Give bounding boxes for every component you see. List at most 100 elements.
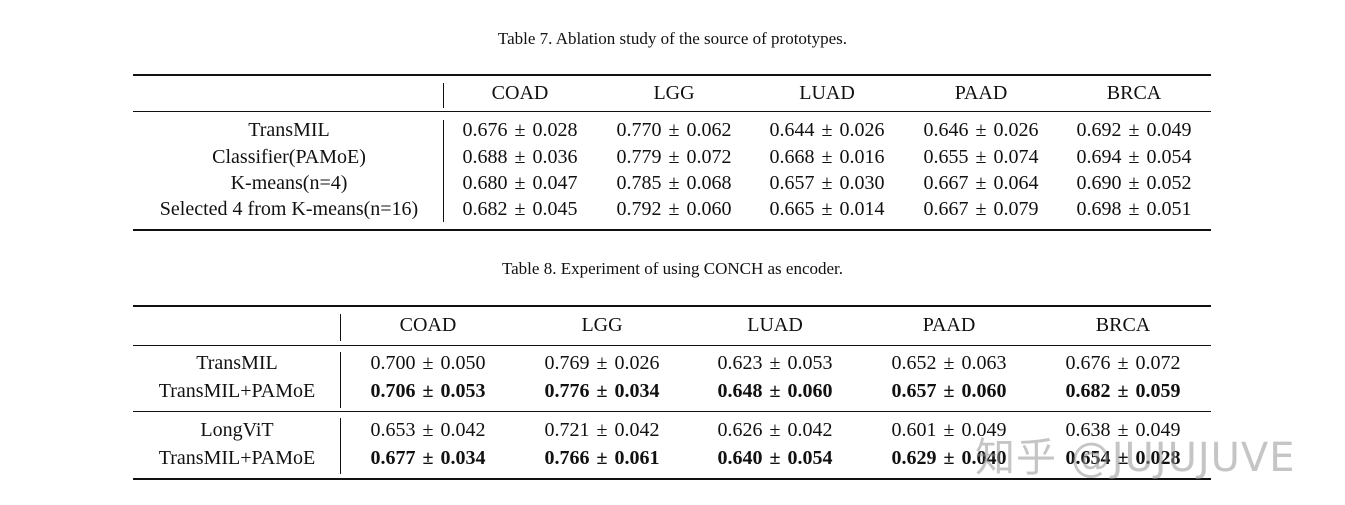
table7-col-header: LGG xyxy=(653,82,695,104)
table8-header-divider xyxy=(340,314,341,341)
plus-minus-symbol: ± xyxy=(668,146,680,168)
std-value: 0.040 xyxy=(961,447,1007,469)
table8-cell: 0.640 ± 0.054 xyxy=(718,447,833,470)
plus-minus-symbol: ± xyxy=(1117,352,1129,374)
table7-cell: 0.792 ± 0.060 xyxy=(617,198,732,221)
plus-minus-symbol: ± xyxy=(668,198,680,220)
table7-cell: 0.770 ± 0.062 xyxy=(617,119,732,142)
table8-group2-divider xyxy=(340,418,341,474)
std-value: 0.059 xyxy=(1135,380,1181,402)
table7-col-header: COAD xyxy=(491,82,549,104)
std-value: 0.034 xyxy=(614,380,660,402)
table7-cell: 0.688 ± 0.036 xyxy=(463,146,578,169)
table7-cell: 0.667 ± 0.079 xyxy=(924,198,1039,221)
plus-minus-symbol: ± xyxy=(422,380,434,402)
plus-minus-symbol: ± xyxy=(943,352,955,374)
plus-minus-symbol: ± xyxy=(422,447,434,469)
table7-caption: Table 7. Ablation study of the source of… xyxy=(497,29,848,48)
mean-value: 0.688 xyxy=(462,146,508,168)
mean-value: 0.698 xyxy=(1076,198,1122,220)
table8-top-rule xyxy=(133,305,1211,307)
plus-minus-symbol: ± xyxy=(668,172,680,194)
mean-value: 0.657 xyxy=(891,380,937,402)
table7-header-divider xyxy=(443,83,444,108)
table8-cell: 0.706 ± 0.053 xyxy=(371,380,486,403)
std-value: 0.053 xyxy=(787,352,833,374)
mean-value: 0.676 xyxy=(1065,352,1111,374)
table8-cell: 0.652 ± 0.063 xyxy=(892,352,1007,375)
table8-cell: 0.682 ± 0.059 xyxy=(1066,380,1181,403)
std-value: 0.016 xyxy=(839,146,885,168)
mean-value: 0.766 xyxy=(544,447,590,469)
plus-minus-symbol: ± xyxy=(1117,380,1129,402)
mean-value: 0.655 xyxy=(923,146,969,168)
table8-row-label: TransMIL+PAMoE xyxy=(158,380,316,402)
std-value: 0.072 xyxy=(1135,352,1181,374)
table8-cell: 0.626 ± 0.042 xyxy=(718,419,833,442)
std-value: 0.049 xyxy=(1135,419,1181,441)
std-value: 0.030 xyxy=(839,172,885,194)
std-value: 0.079 xyxy=(993,198,1039,220)
table7-body-divider xyxy=(443,120,444,222)
table7-cell: 0.785 ± 0.068 xyxy=(617,172,732,195)
std-value: 0.026 xyxy=(993,119,1039,141)
std-value: 0.060 xyxy=(787,380,833,402)
plus-minus-symbol: ± xyxy=(975,146,987,168)
table8-row-label: TransMIL+PAMoE xyxy=(158,447,316,469)
mean-value: 0.629 xyxy=(891,447,937,469)
plus-minus-symbol: ± xyxy=(514,198,526,220)
table7-cell: 0.646 ± 0.026 xyxy=(924,119,1039,142)
plus-minus-symbol: ± xyxy=(943,380,955,402)
mean-value: 0.721 xyxy=(544,419,590,441)
table8-cell: 0.776 ± 0.034 xyxy=(545,380,660,403)
std-value: 0.028 xyxy=(532,119,578,141)
std-value: 0.026 xyxy=(839,119,885,141)
table8-header-rule xyxy=(133,345,1211,346)
mean-value: 0.626 xyxy=(717,419,763,441)
table7-cell: 0.779 ± 0.072 xyxy=(617,146,732,169)
plus-minus-symbol: ± xyxy=(975,198,987,220)
plus-minus-symbol: ± xyxy=(769,419,781,441)
table7-cell: 0.665 ± 0.014 xyxy=(770,198,885,221)
plus-minus-symbol: ± xyxy=(821,172,833,194)
mean-value: 0.640 xyxy=(717,447,763,469)
std-value: 0.060 xyxy=(686,198,732,220)
table8-col-header: LUAD xyxy=(747,314,803,336)
mean-value: 0.653 xyxy=(370,419,416,441)
plus-minus-symbol: ± xyxy=(769,447,781,469)
std-value: 0.061 xyxy=(614,447,660,469)
table7-cell: 0.694 ± 0.054 xyxy=(1077,146,1192,169)
mean-value: 0.692 xyxy=(1076,119,1122,141)
table7-cell: 0.692 ± 0.049 xyxy=(1077,119,1192,142)
std-value: 0.026 xyxy=(614,352,660,374)
table8-cell: 0.721 ± 0.042 xyxy=(545,419,660,442)
std-value: 0.034 xyxy=(440,447,486,469)
mean-value: 0.667 xyxy=(923,198,969,220)
table7-cell: 0.682 ± 0.045 xyxy=(463,198,578,221)
mean-value: 0.706 xyxy=(370,380,416,402)
plus-minus-symbol: ± xyxy=(943,447,955,469)
table7-bottom-rule xyxy=(133,229,1211,231)
watermark: 知乎 @JUJUJUVE xyxy=(975,435,1296,481)
table8-cell: 0.623 ± 0.053 xyxy=(718,352,833,375)
table7-header-rule xyxy=(133,111,1211,112)
mean-value: 0.682 xyxy=(1065,380,1111,402)
table8-group1-divider xyxy=(340,352,341,408)
mean-value: 0.638 xyxy=(1065,419,1111,441)
table7-row-label: TransMIL xyxy=(248,119,330,141)
std-value: 0.051 xyxy=(1146,198,1192,220)
mean-value: 0.769 xyxy=(544,352,590,374)
plus-minus-symbol: ± xyxy=(1117,419,1129,441)
table8-col-header: LGG xyxy=(581,314,623,336)
std-value: 0.045 xyxy=(532,198,578,220)
mean-value: 0.770 xyxy=(616,119,662,141)
table8-row-label: TransMIL xyxy=(196,352,278,374)
table7-cell: 0.657 ± 0.030 xyxy=(770,172,885,195)
plus-minus-symbol: ± xyxy=(821,198,833,220)
table7-cell: 0.676 ± 0.028 xyxy=(463,119,578,142)
std-value: 0.062 xyxy=(686,119,732,141)
table7: COAD LGG LUAD PAAD BRCA TransMIL 0.676 ± 0.028… xyxy=(133,74,1211,231)
plus-minus-symbol: ± xyxy=(975,119,987,141)
table8-caption: Table 8. Experiment of using CONCH as en… xyxy=(501,259,844,278)
table8-cell: 0.769 ± 0.026 xyxy=(545,352,660,375)
